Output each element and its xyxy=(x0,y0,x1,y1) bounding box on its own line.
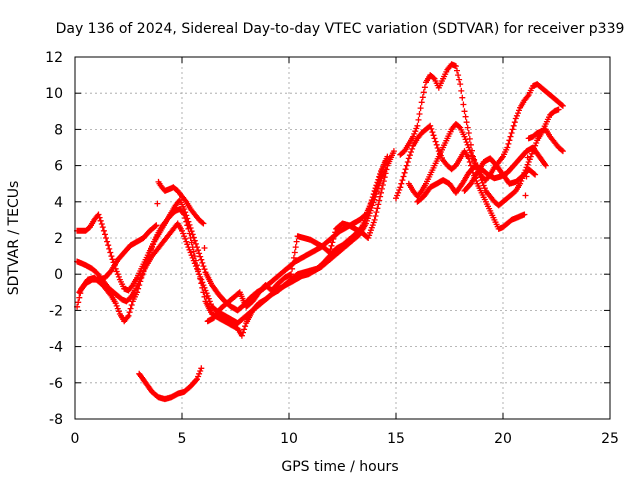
series-track-2 xyxy=(74,166,389,327)
y-tick-label: 12 xyxy=(45,50,63,66)
plus-markers xyxy=(393,122,566,232)
y-tick-label: 6 xyxy=(54,159,63,175)
series-track-10 xyxy=(461,155,539,194)
data-series xyxy=(74,61,566,403)
series-track-6 xyxy=(393,122,566,232)
grid xyxy=(75,57,610,419)
x-tick-label: 15 xyxy=(387,431,405,447)
y-tick-label: -6 xyxy=(49,376,63,392)
y-tick-label: 4 xyxy=(54,195,63,211)
y-tick-label: -2 xyxy=(49,303,63,319)
x-tick-label: 20 xyxy=(494,431,512,447)
x-tick-label: 10 xyxy=(280,431,298,447)
x-tick-label: 0 xyxy=(71,431,80,447)
x-tick-label: 25 xyxy=(601,431,619,447)
series-track-5 xyxy=(136,365,205,403)
y-tick-label: 2 xyxy=(54,231,63,247)
x-tick-labels: 0 5 10 15 20 25 xyxy=(71,431,619,447)
y-axis-label: SDTVAR / TECUs xyxy=(6,181,22,296)
axis-ticks xyxy=(74,56,611,420)
plus-markers xyxy=(461,155,539,194)
plus-markers xyxy=(136,365,205,403)
y-tick-label: -4 xyxy=(49,340,63,356)
x-tick-label: 5 xyxy=(178,431,187,447)
series-track-3 xyxy=(74,159,389,314)
plus-markers xyxy=(76,148,397,325)
y-tick-label: 10 xyxy=(45,86,63,102)
y-tick-label: 0 xyxy=(54,267,63,283)
plus-markers xyxy=(74,166,389,327)
y-tick-labels: -8 -6 -4 -2 0 2 4 6 8 10 12 xyxy=(45,50,63,428)
y-tick-label: 8 xyxy=(54,122,63,138)
y-tick-label: -8 xyxy=(49,412,63,428)
x-axis-label: GPS time / hours xyxy=(281,459,398,475)
chart-title: Day 136 of 2024, Sidereal Day-to-day VTE… xyxy=(56,21,625,37)
series-track-4 xyxy=(76,148,397,325)
plus-markers xyxy=(74,159,389,314)
